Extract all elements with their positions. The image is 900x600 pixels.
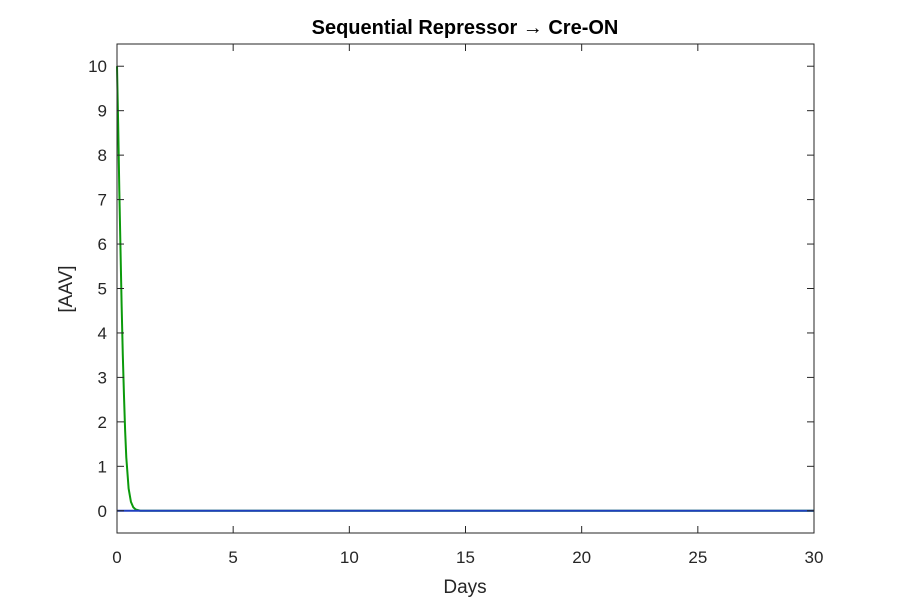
y-axis-label: [AAV] [56, 265, 77, 312]
series-line-1 [116, 66, 814, 512]
chart-title: Sequential Repressor → Cre-ON [312, 17, 619, 39]
x-tick-label: 30 [805, 548, 824, 567]
x-tick-label: 0 [112, 548, 121, 567]
y-tick-label: 5 [98, 280, 107, 299]
x-tick-label: 15 [456, 548, 475, 567]
x-tick-label: 5 [228, 548, 237, 567]
y-tick-label: 3 [98, 368, 107, 387]
x-tick-label: 10 [340, 548, 359, 567]
y-tick-label: 0 [98, 502, 107, 521]
y-tick-label: 4 [98, 324, 107, 343]
x-tick-label: 25 [688, 548, 707, 567]
x-tick-label: 20 [572, 548, 591, 567]
y-tick-label: 6 [98, 235, 107, 254]
y-tick-label: 2 [98, 413, 107, 432]
y-axis-ticks: 0 1 2 3 4 5 6 7 8 9 10 [88, 57, 814, 521]
y-tick-label: 1 [98, 457, 107, 476]
y-tick-label: 8 [98, 146, 107, 165]
x-axis-ticks: 0 5 10 15 20 25 30 [112, 44, 823, 567]
y-tick-label: 9 [98, 102, 107, 121]
x-axis-label: Days [443, 577, 486, 598]
series-layer [116, 66, 814, 512]
y-tick-label: 7 [98, 191, 107, 210]
y-tick-label: 10 [88, 57, 107, 76]
plot-area [117, 44, 814, 533]
